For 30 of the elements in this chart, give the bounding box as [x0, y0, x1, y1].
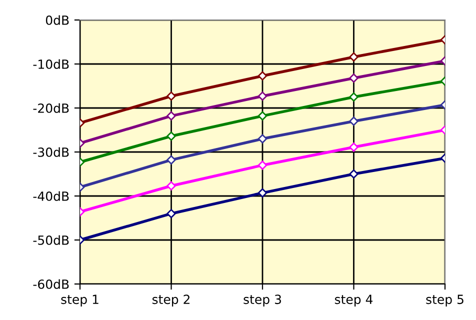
point — [349, 73, 358, 83]
y-tick-label: -50dB — [33, 235, 69, 245]
x-tick-label: step 4 — [334, 294, 373, 307]
point — [258, 134, 268, 144]
point — [258, 91, 268, 101]
point — [349, 142, 358, 152]
point — [349, 52, 358, 62]
point — [258, 111, 268, 121]
point — [166, 181, 176, 191]
y-tick-label: -60dB — [33, 279, 69, 289]
y-tick-label: -40dB — [33, 191, 69, 201]
y-tick-label: 0dB — [46, 15, 69, 25]
y-tick-label: -30dB — [33, 147, 69, 157]
y-tick-label: -10dB — [33, 59, 69, 69]
point — [166, 155, 176, 165]
point — [258, 71, 268, 81]
point — [349, 116, 358, 126]
point — [349, 92, 358, 102]
x-tick-label: step 5 — [426, 294, 464, 307]
point — [258, 160, 268, 170]
point — [166, 111, 176, 121]
point — [166, 91, 176, 101]
x-tick-label: step 3 — [244, 294, 281, 307]
x-tick-label: step 2 — [152, 294, 190, 307]
point — [166, 132, 176, 141]
x-tick-label: step 1 — [61, 294, 98, 307]
point — [258, 188, 268, 198]
y-tick-label: -20dB — [33, 103, 69, 113]
point — [166, 208, 176, 218]
point — [349, 169, 358, 179]
